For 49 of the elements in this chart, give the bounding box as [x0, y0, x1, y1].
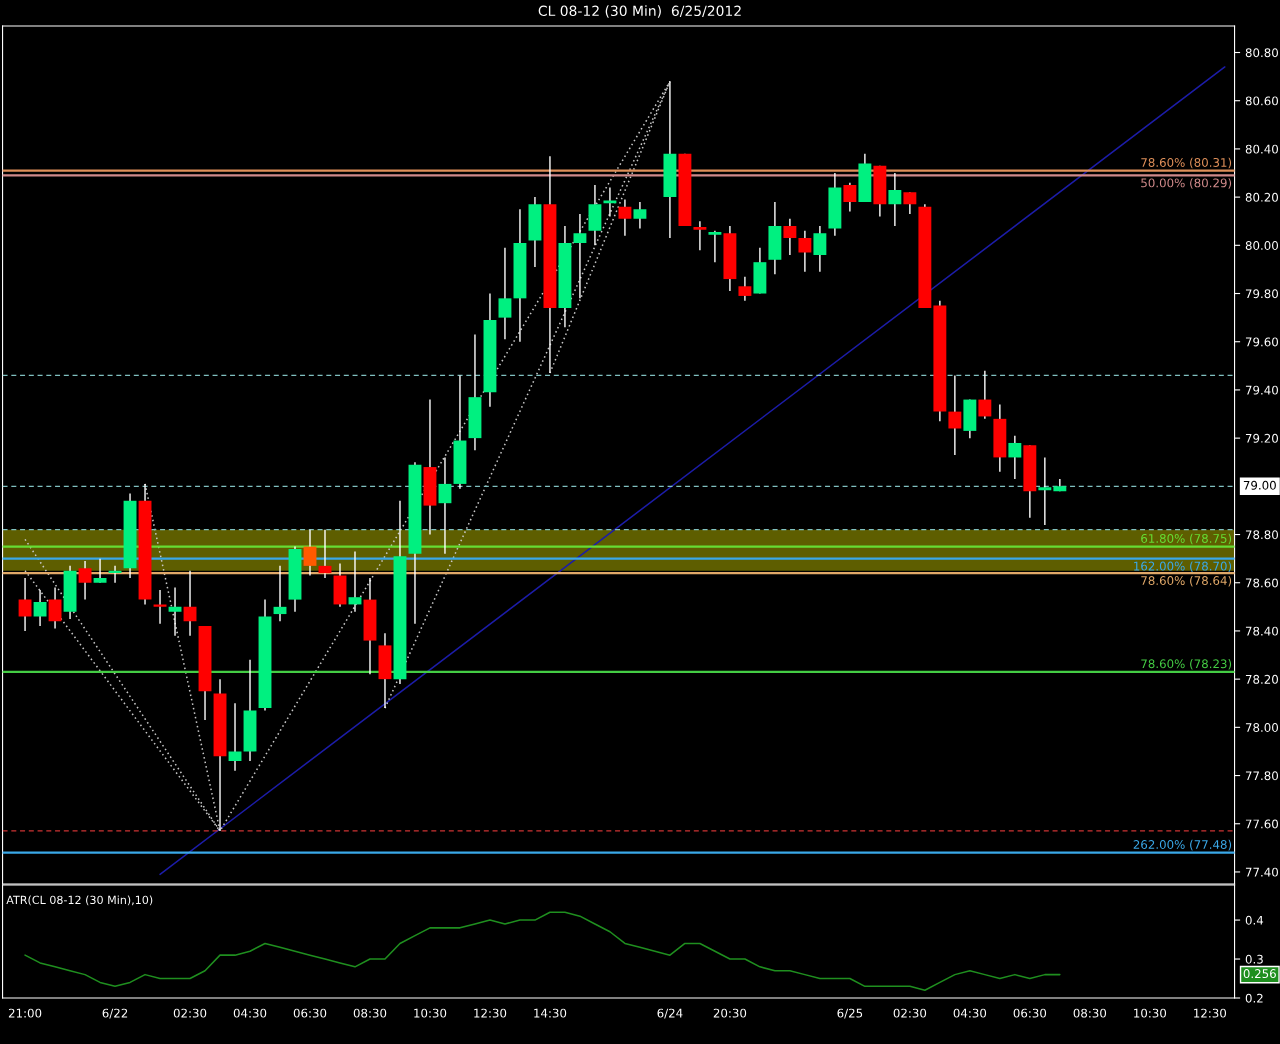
y-tick-label: 78.00	[1245, 723, 1278, 732]
y-tick-label: 80.00	[1245, 241, 1278, 250]
y-tick-label: 79.80	[1245, 289, 1278, 299]
x-tick-label: 10:30	[414, 1008, 447, 1018]
ref-line-label: 61.80% (78.75)	[1141, 533, 1232, 545]
y-tick-label: 77.80	[1245, 771, 1278, 781]
text: ATR(CL 08-12 (30 Min),10)	[6, 895, 153, 906]
y-tick-label: 77.60	[1245, 819, 1278, 829]
x-tick-label: 04:30	[233, 1008, 267, 1018]
x-tick-label: 10:30	[1134, 1008, 1167, 1018]
text: 0.256	[1243, 969, 1276, 979]
y-tick-label: 0.3	[1245, 954, 1263, 964]
x-tick-label: 08:30	[353, 1008, 387, 1018]
y-tick-label: 80.20	[1245, 192, 1278, 202]
ref-line-label: 50.00% (80.29)	[1141, 178, 1232, 189]
y-tick-label: 78.20	[1245, 674, 1278, 684]
ref-line-label: 78.60% (78.23)	[1141, 659, 1232, 670]
y-tick-label: 80.40	[1245, 144, 1278, 154]
chart-title: CL 08-12 (30 Min) 6/25/2012	[538, 5, 741, 18]
x-tick-label: 12:30	[1194, 1008, 1227, 1018]
x-tick-label: 08:30	[1073, 1008, 1107, 1018]
ref-line-label: 78.60% (78.64)	[1141, 575, 1232, 587]
y-tick-label: 77.40	[1245, 867, 1278, 877]
x-tick-label: 14:30	[534, 1008, 567, 1018]
x-tick-label: 04:30	[953, 1008, 987, 1018]
y-tick-label: 0.4	[1245, 915, 1264, 925]
x-tick-label: 20:30	[713, 1008, 747, 1018]
x-tick-label: 02:30	[893, 1008, 927, 1018]
ref-line-label: 162.00% (78.70)	[1134, 561, 1232, 572]
x-tick-label: 6/22	[102, 1008, 128, 1019]
y-tick-label: 78.40	[1245, 626, 1278, 636]
text: 79.00	[1243, 480, 1276, 490]
x-tick-label: 02:30	[173, 1008, 207, 1018]
y-tick-label: 0.2	[1245, 993, 1263, 1003]
x-tick-label: 12:30	[474, 1008, 507, 1018]
x-tick-label: 06:30	[293, 1008, 327, 1018]
y-tick-label: 80.60	[1245, 96, 1278, 106]
y-tick-label: 79.40	[1245, 385, 1278, 395]
y-tick-label: 80.80	[1245, 48, 1278, 58]
x-tick-label: 06:30	[1013, 1008, 1047, 1018]
y-tick-label: 79.60	[1245, 337, 1278, 347]
x-tick-label: 6/25	[837, 1008, 863, 1019]
y-tick-label: 78.80	[1245, 530, 1278, 540]
y-tick-label: 79.20	[1245, 433, 1278, 443]
x-tick-label: 6/24	[657, 1008, 683, 1019]
y-tick-label: 78.60	[1245, 578, 1278, 588]
x-tick-label: 21:00	[8, 1008, 42, 1018]
ref-line-label: 262.00% (77.48)	[1133, 839, 1232, 851]
ref-line-label: 78.60% (80.31)	[1141, 157, 1232, 169]
